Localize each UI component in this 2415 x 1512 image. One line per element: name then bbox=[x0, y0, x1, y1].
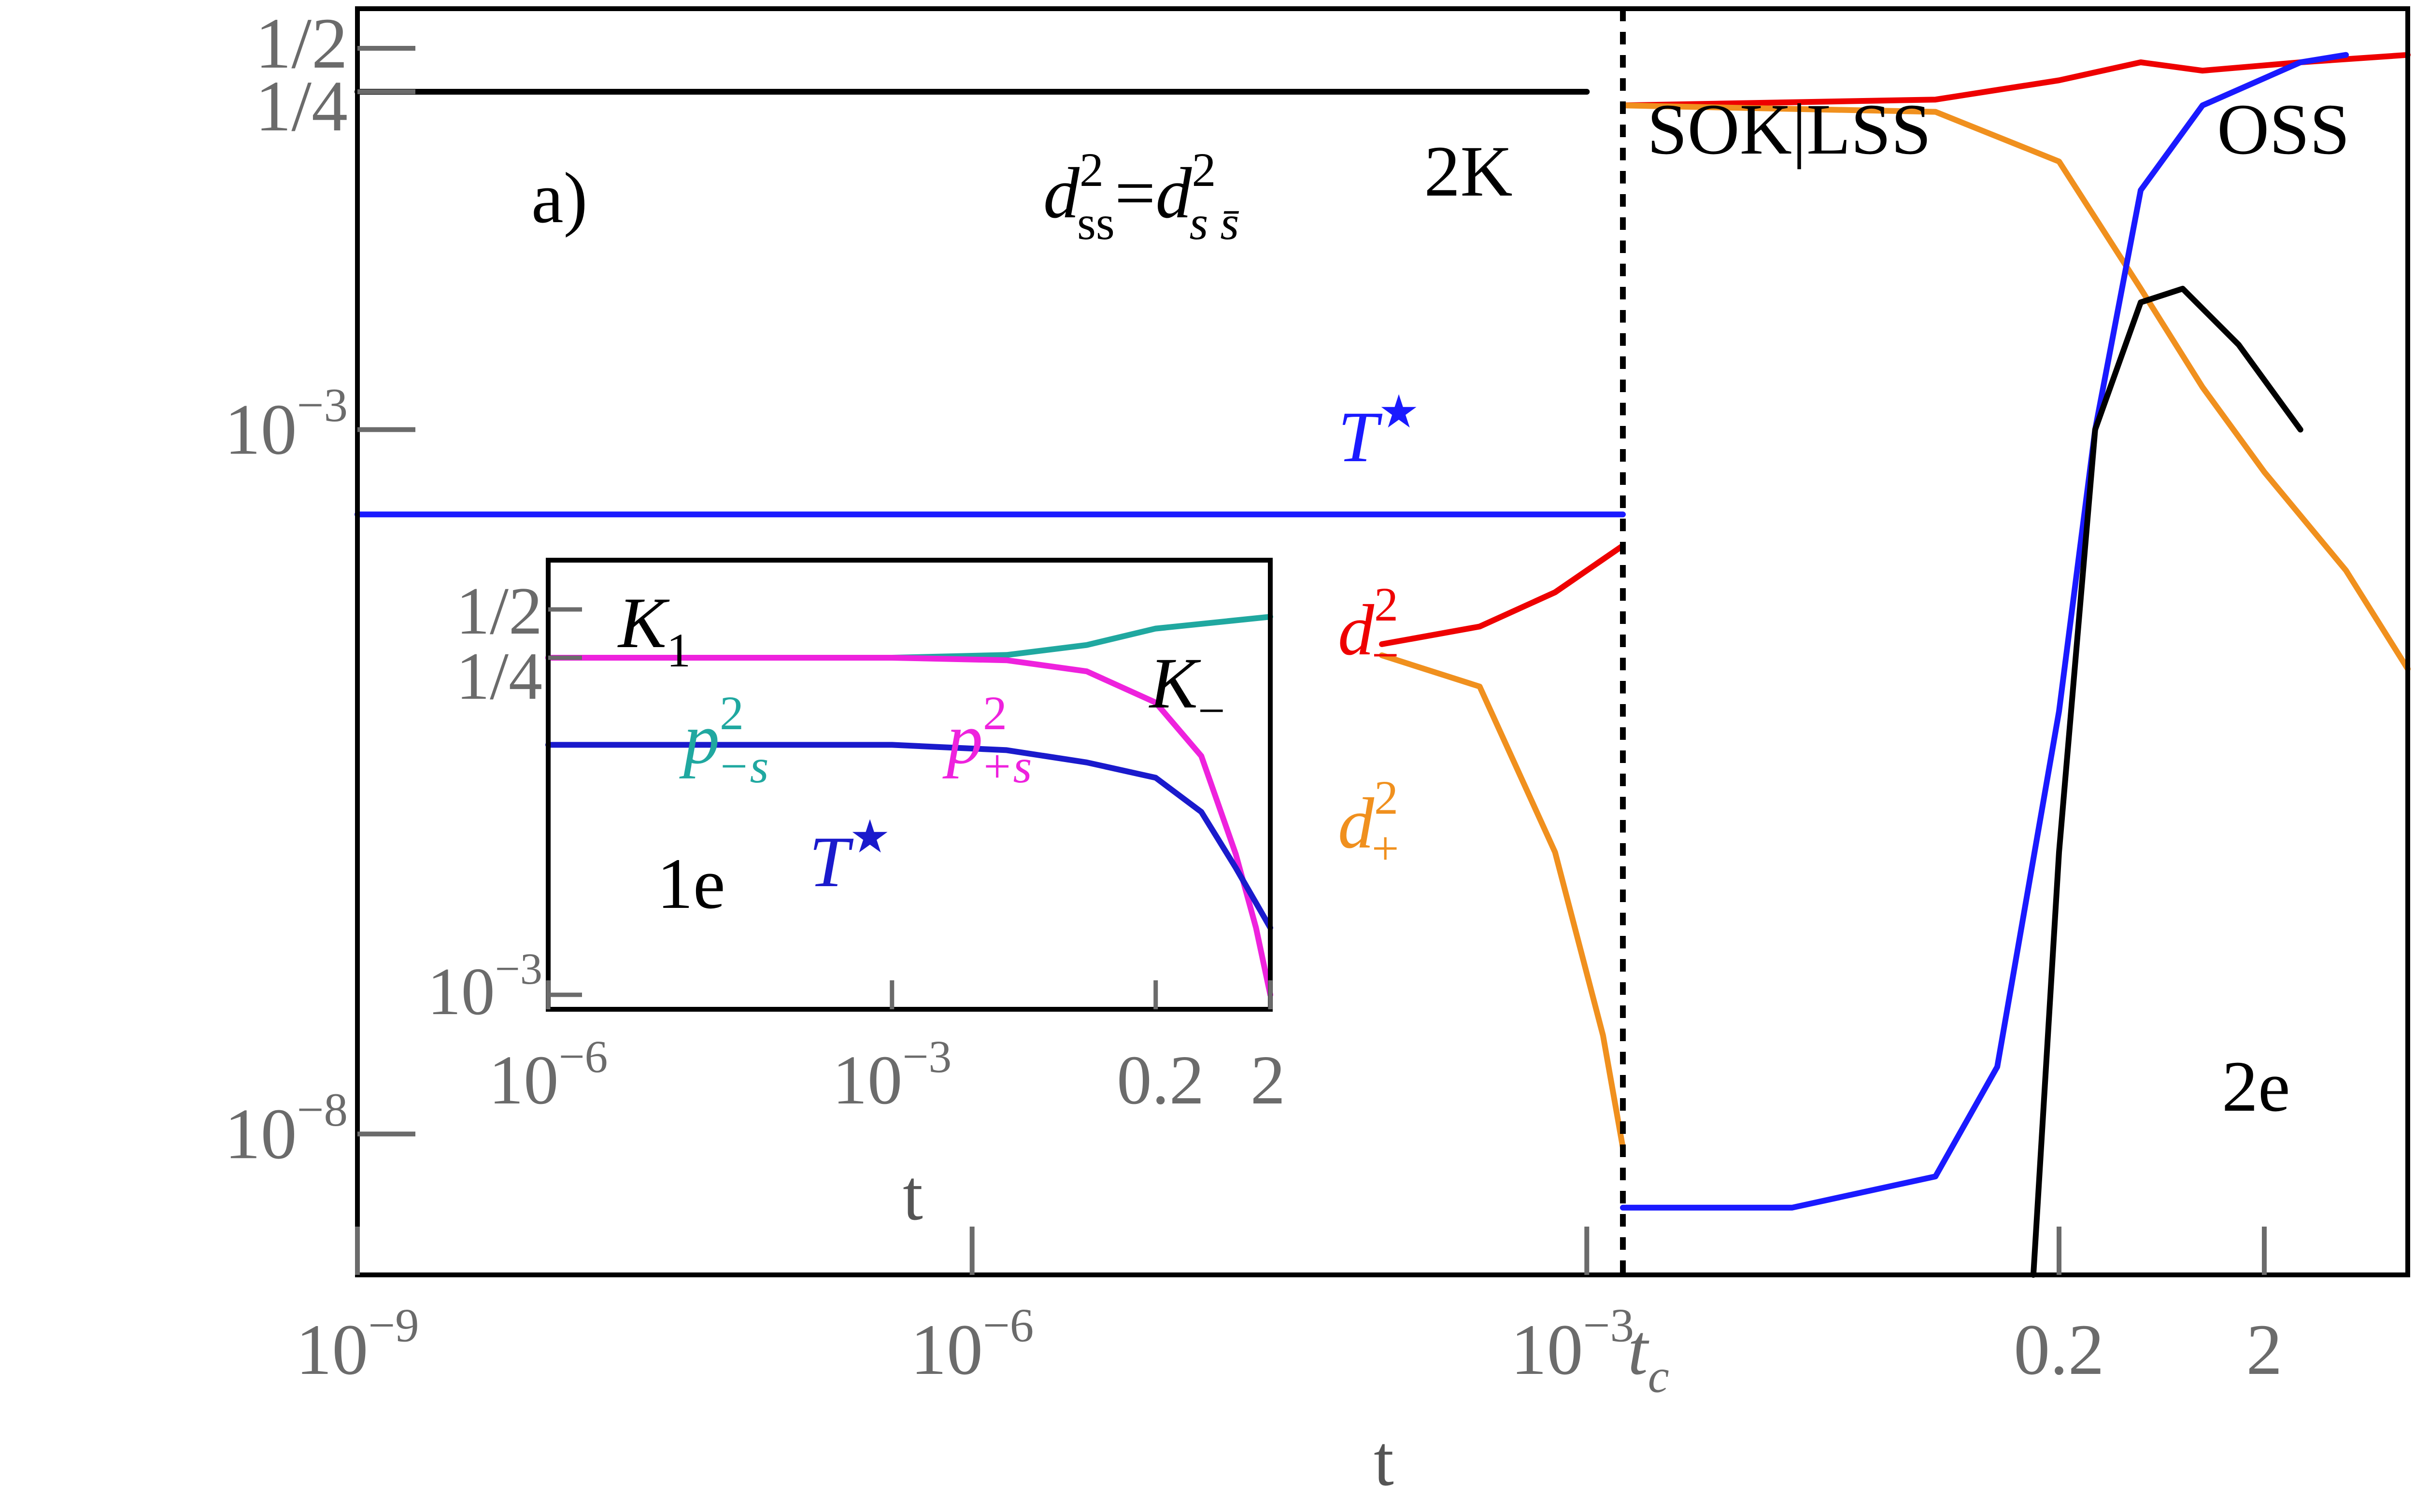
y-tick-label: 10−8 bbox=[225, 1084, 348, 1174]
inset-label-1e: 1e bbox=[657, 844, 725, 924]
inset-label-p-minus-s: p2 −s bbox=[679, 686, 768, 793]
x-axis-label: t bbox=[1374, 1421, 1394, 1501]
inset-label-K1: K1 bbox=[617, 583, 691, 677]
tick-marks bbox=[355, 46, 2267, 1275]
inset-frame bbox=[546, 558, 1273, 1012]
inset-x-tick-label: 10−6 bbox=[489, 1031, 608, 1119]
inset-x-axis-label: t bbox=[903, 1155, 923, 1235]
inset-chart: 10−6 10−3 0.2 21/21/410−3 t 1e K1 K− p2 −s p… bbox=[427, 558, 1286, 1235]
label-d-plus: d2 + bbox=[1338, 771, 1399, 875]
x-tick-label: 10−3 bbox=[1511, 1300, 1634, 1390]
main-series-d_plus_left bbox=[1379, 652, 1626, 1151]
inset-tick-marks bbox=[546, 607, 1273, 1009]
main-series-T_right bbox=[1620, 52, 2349, 1211]
inset-y-tick-label: 1/4 bbox=[456, 639, 542, 714]
main-plot-frame bbox=[355, 6, 2410, 1277]
tick-labels: 10−9 10−6 10−3tc 0.2 21/21/410−310−8 bbox=[225, 3, 2283, 1403]
inset-x-tick-label: 10−3 bbox=[832, 1031, 952, 1119]
x-tick-label: 10−6 bbox=[910, 1300, 1034, 1390]
inset-y-tick-label: 1/2 bbox=[456, 574, 542, 649]
main-series-d_minus_left bbox=[1379, 542, 1626, 647]
y-tick-label: 1/4 bbox=[255, 66, 348, 146]
inset-label-K-minus: K− bbox=[1149, 643, 1225, 737]
inset-x-tick-label: 2 bbox=[1250, 1042, 1286, 1119]
region-label-oss: OSS bbox=[2217, 89, 2350, 170]
series-layer bbox=[355, 52, 2411, 1278]
x-tick-label: 2 bbox=[2246, 1310, 2282, 1390]
x-tick-label: tc bbox=[1628, 1310, 1669, 1403]
region-label-sok-lss: SOK|LSS bbox=[1647, 89, 1932, 170]
inset-label-p-plus-s: p2 +s bbox=[942, 686, 1032, 793]
region-label-2e: 2e bbox=[2222, 1046, 2290, 1127]
inset-background bbox=[548, 560, 1270, 1009]
y-tick-label: 10−3 bbox=[225, 379, 348, 470]
inset-tick-labels: 10−6 10−3 0.2 21/21/410−3 bbox=[427, 574, 1286, 1119]
y-tick-label: 1/2 bbox=[255, 3, 348, 84]
label-T-star: T★ bbox=[1338, 386, 1420, 477]
inset-series-p_plus_s bbox=[545, 655, 1273, 998]
x-tick-label: 10−9 bbox=[296, 1300, 419, 1390]
label-d-minus: d2− bbox=[1338, 578, 1399, 682]
panel-label: a) bbox=[531, 158, 588, 238]
inset-x-tick-label: 0.2 bbox=[1117, 1042, 1204, 1119]
inset-label-T-star: T★ bbox=[809, 811, 891, 902]
main-series-black_right bbox=[2030, 285, 2303, 1278]
label-dss: d2 ss=d2 s s̄ bbox=[1043, 143, 1239, 250]
inset-series-layer bbox=[545, 614, 1273, 998]
inset-series-T_inset bbox=[545, 742, 1273, 931]
inset-y-tick-label: 10−3 bbox=[427, 944, 542, 1029]
main-series-d_plus_right bbox=[1620, 102, 2411, 672]
x-tick-label: 0.2 bbox=[2014, 1310, 2104, 1390]
region-label-2k: 2K bbox=[1424, 131, 1512, 212]
